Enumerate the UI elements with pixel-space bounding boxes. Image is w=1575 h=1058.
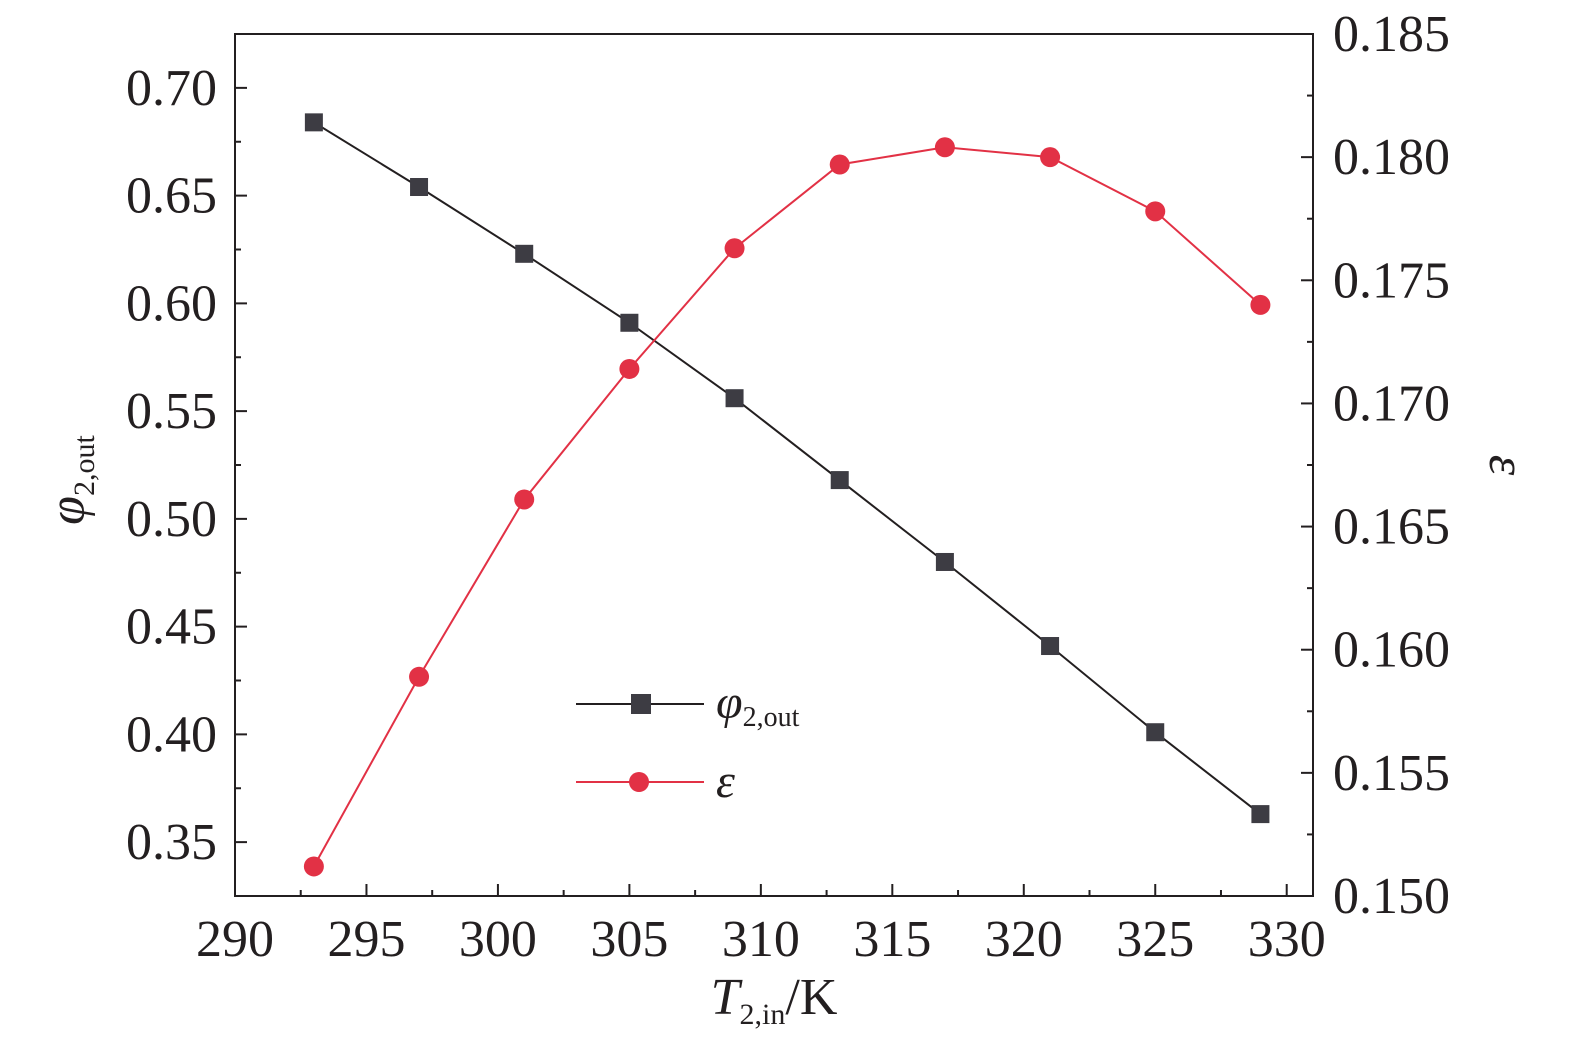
series-1-point [1040, 147, 1061, 168]
series-1-point [1145, 201, 1166, 222]
series-0-point [725, 389, 744, 408]
series-1-point [409, 666, 430, 687]
legend-item-phi: φ2,out [576, 676, 800, 733]
series-1-point [724, 238, 745, 259]
series-0-point [304, 113, 323, 132]
series-1-point [619, 358, 640, 379]
y-left-tick-label: 0.55 [126, 383, 217, 440]
series-0-point [515, 244, 534, 263]
series-line-0 [313, 121, 1262, 815]
x-tick-label: 330 [1248, 911, 1326, 968]
y-right-tick-label: 0.170 [1333, 375, 1450, 432]
legend-label-phi: φ2,out [716, 676, 800, 733]
y-left-tick-label: 0.35 [126, 814, 217, 871]
series-1-point [829, 154, 850, 175]
x-tick-label: 290 [196, 911, 274, 968]
x-tick-label: 320 [985, 911, 1063, 968]
y-right-tick-label: 0.185 [1333, 6, 1450, 63]
y-left-axis-ticks: 0.35 0.40 0.45 0.50 0.55 0.60 0.65 0.70 [126, 60, 247, 871]
y-left-tick-label: 0.40 [126, 706, 217, 763]
series-line-1 [313, 146, 1262, 867]
x-tick-label: 325 [1116, 911, 1194, 968]
y-left-tick-label: 0.70 [126, 60, 217, 117]
series-0-point [935, 552, 954, 571]
series-0-point [1041, 637, 1060, 656]
series-0-point [620, 313, 639, 332]
x-axis-title: T2,in/K [711, 969, 838, 1031]
legend-label-epsilon: ε [716, 755, 735, 808]
series-1-point [514, 489, 535, 510]
series-0-point [830, 471, 849, 490]
series-1-point [934, 137, 955, 158]
y-right-tick-label: 0.160 [1333, 622, 1450, 679]
series-layer [303, 113, 1271, 877]
legend-item-epsilon: ε [576, 755, 735, 808]
x-tick-label: 295 [327, 911, 405, 968]
series-0-point [1146, 723, 1165, 742]
legend: φ2,out ε [576, 676, 800, 808]
series-0-point [1251, 805, 1270, 824]
y-right-tick-label: 0.175 [1333, 252, 1450, 309]
y-right-tick-label: 0.150 [1333, 868, 1450, 925]
series-1-point [1250, 294, 1271, 315]
y-right-axis-ticks: 0.150 0.155 0.160 0.165 0.170 0.175 0.180 0.185 [1301, 6, 1450, 925]
x-axis-ticks: 290 295 300 305 310 315 320 325 330 [196, 884, 1326, 968]
legend-marker-epsilon [629, 772, 649, 792]
y-left-tick-label: 0.45 [126, 599, 217, 656]
x-tick-label: 310 [722, 911, 800, 968]
series-1-point [303, 856, 324, 877]
x-tick-label: 305 [590, 911, 668, 968]
y-left-tick-label: 0.60 [126, 275, 217, 332]
legend-marker-phi [631, 694, 651, 714]
series-0-point [410, 178, 429, 197]
plot-frame [234, 33, 1314, 897]
y-left-axis-title: φ2,out [39, 435, 101, 525]
y-left-tick-label: 0.50 [126, 491, 217, 548]
y-right-tick-label: 0.180 [1333, 129, 1450, 186]
x-tick-label: 300 [459, 911, 537, 968]
x-tick-label: 315 [853, 911, 931, 968]
y-left-tick-label: 0.65 [126, 168, 217, 225]
y-right-tick-label: 0.165 [1333, 499, 1450, 556]
y-right-axis-title: ε [1478, 455, 1535, 476]
y-right-tick-label: 0.155 [1333, 745, 1450, 802]
